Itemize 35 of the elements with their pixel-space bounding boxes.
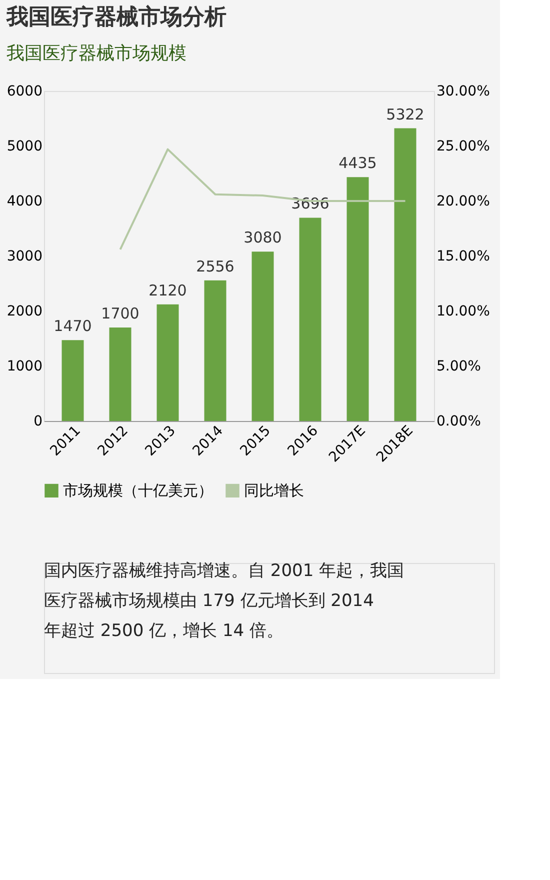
y2-tick-label: 30.00%: [436, 84, 490, 100]
chart-title: 我国医疗器械市场分析: [5, 4, 226, 30]
data-label: 5322: [386, 105, 424, 124]
bar: [109, 328, 132, 421]
bar: [346, 177, 369, 421]
data-label: 2556: [196, 257, 234, 276]
y2-tick-label: 10.00%: [436, 304, 490, 320]
y-tick-label: 6000: [6, 84, 42, 100]
y-tick-label: 4000: [6, 194, 42, 210]
bar: [394, 128, 416, 421]
data-label: 2120: [148, 281, 187, 300]
legend-label: 同比增长: [244, 482, 304, 500]
line-series: [119, 148, 406, 250]
data-label: 4435: [338, 154, 377, 172]
legend-label: 市场规模（十亿美元）: [63, 482, 213, 500]
bar: [204, 280, 226, 421]
y-tick-label: 1000: [6, 358, 42, 374]
y2-tick-label: 15.00%: [436, 248, 490, 264]
y-tick-label: 2000: [6, 304, 42, 320]
bar: [156, 304, 179, 421]
y-tick-label: 5000: [6, 138, 42, 154]
data-label: 1700: [101, 304, 140, 322]
bar: [299, 218, 322, 421]
y-tick-label: 0: [34, 414, 42, 430]
text: 国内医疗器械维持高增速。自 2001 年起，我国医疗器械市场规模由 179 亿元增长到 2014 年超过 2500 亿，增长 14 倍。: [44, 561, 404, 641]
y2-tick-label: 5.00%: [436, 358, 481, 374]
y2-tick-label: 25.00%: [436, 138, 490, 154]
y2-tick-label: 0.00%: [436, 414, 481, 430]
bar: [62, 340, 84, 421]
bar: [252, 252, 274, 421]
chart-subtitle: 我国医疗器械市场规模: [6, 43, 186, 64]
y2-tick-label: 20.00%: [436, 194, 490, 210]
data-label: 1470: [54, 317, 92, 336]
data-label: 3080: [244, 228, 282, 247]
y-tick-label: 3000: [6, 248, 42, 264]
